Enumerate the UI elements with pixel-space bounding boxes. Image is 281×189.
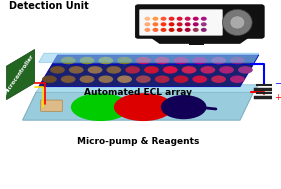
Ellipse shape (155, 75, 169, 83)
Ellipse shape (192, 57, 207, 64)
Ellipse shape (117, 57, 132, 64)
Ellipse shape (193, 17, 199, 21)
Ellipse shape (200, 66, 215, 74)
Ellipse shape (193, 28, 199, 32)
Ellipse shape (169, 28, 175, 32)
FancyBboxPatch shape (135, 5, 264, 38)
Ellipse shape (185, 22, 191, 26)
Ellipse shape (136, 57, 151, 64)
Ellipse shape (182, 66, 196, 74)
Ellipse shape (160, 17, 166, 21)
Ellipse shape (238, 66, 253, 74)
Polygon shape (39, 64, 253, 87)
Ellipse shape (50, 66, 65, 74)
Ellipse shape (163, 66, 178, 74)
Text: Microcontroller: Microcontroller (3, 53, 34, 96)
Ellipse shape (61, 57, 76, 64)
Ellipse shape (211, 57, 226, 64)
Text: −: − (275, 79, 281, 88)
Ellipse shape (61, 75, 76, 83)
Ellipse shape (155, 57, 169, 64)
Ellipse shape (136, 75, 151, 83)
Ellipse shape (153, 17, 158, 21)
Ellipse shape (153, 22, 158, 26)
Ellipse shape (106, 66, 121, 74)
Ellipse shape (160, 28, 166, 32)
Ellipse shape (169, 22, 175, 26)
Ellipse shape (80, 57, 94, 64)
Ellipse shape (114, 93, 173, 121)
Ellipse shape (144, 17, 150, 21)
Ellipse shape (177, 22, 183, 26)
Ellipse shape (71, 93, 130, 121)
Text: Automated ECL array: Automated ECL array (84, 88, 192, 97)
Bar (189, 36, 204, 45)
Polygon shape (52, 55, 259, 64)
Ellipse shape (161, 95, 207, 119)
Ellipse shape (144, 22, 150, 26)
Ellipse shape (42, 75, 57, 83)
Ellipse shape (185, 17, 191, 21)
Ellipse shape (177, 17, 183, 21)
Polygon shape (36, 85, 259, 92)
Ellipse shape (125, 66, 140, 74)
Ellipse shape (144, 66, 159, 74)
Ellipse shape (192, 75, 207, 83)
Ellipse shape (117, 75, 132, 83)
Polygon shape (39, 53, 259, 62)
Text: +: + (275, 93, 281, 101)
Polygon shape (6, 50, 35, 100)
Ellipse shape (144, 28, 150, 32)
Ellipse shape (230, 75, 245, 83)
Ellipse shape (160, 22, 166, 26)
Ellipse shape (193, 22, 199, 26)
Ellipse shape (153, 28, 158, 32)
Ellipse shape (219, 66, 234, 74)
Ellipse shape (211, 75, 226, 83)
Ellipse shape (98, 75, 113, 83)
Ellipse shape (80, 75, 94, 83)
FancyBboxPatch shape (139, 9, 223, 36)
Ellipse shape (230, 57, 245, 64)
Ellipse shape (69, 66, 84, 74)
Ellipse shape (174, 75, 188, 83)
Ellipse shape (174, 57, 188, 64)
Text: Detection Unit: Detection Unit (9, 2, 89, 11)
Ellipse shape (223, 9, 252, 36)
Ellipse shape (169, 17, 175, 21)
Ellipse shape (177, 28, 183, 32)
Ellipse shape (201, 22, 207, 26)
Ellipse shape (185, 28, 191, 32)
Ellipse shape (201, 17, 207, 21)
Ellipse shape (88, 66, 103, 74)
Ellipse shape (230, 16, 245, 29)
Ellipse shape (201, 28, 207, 32)
Ellipse shape (98, 57, 113, 64)
Polygon shape (149, 36, 251, 44)
Text: Micro-pump & Reagents: Micro-pump & Reagents (77, 137, 199, 146)
FancyBboxPatch shape (40, 100, 62, 111)
Polygon shape (22, 92, 253, 120)
